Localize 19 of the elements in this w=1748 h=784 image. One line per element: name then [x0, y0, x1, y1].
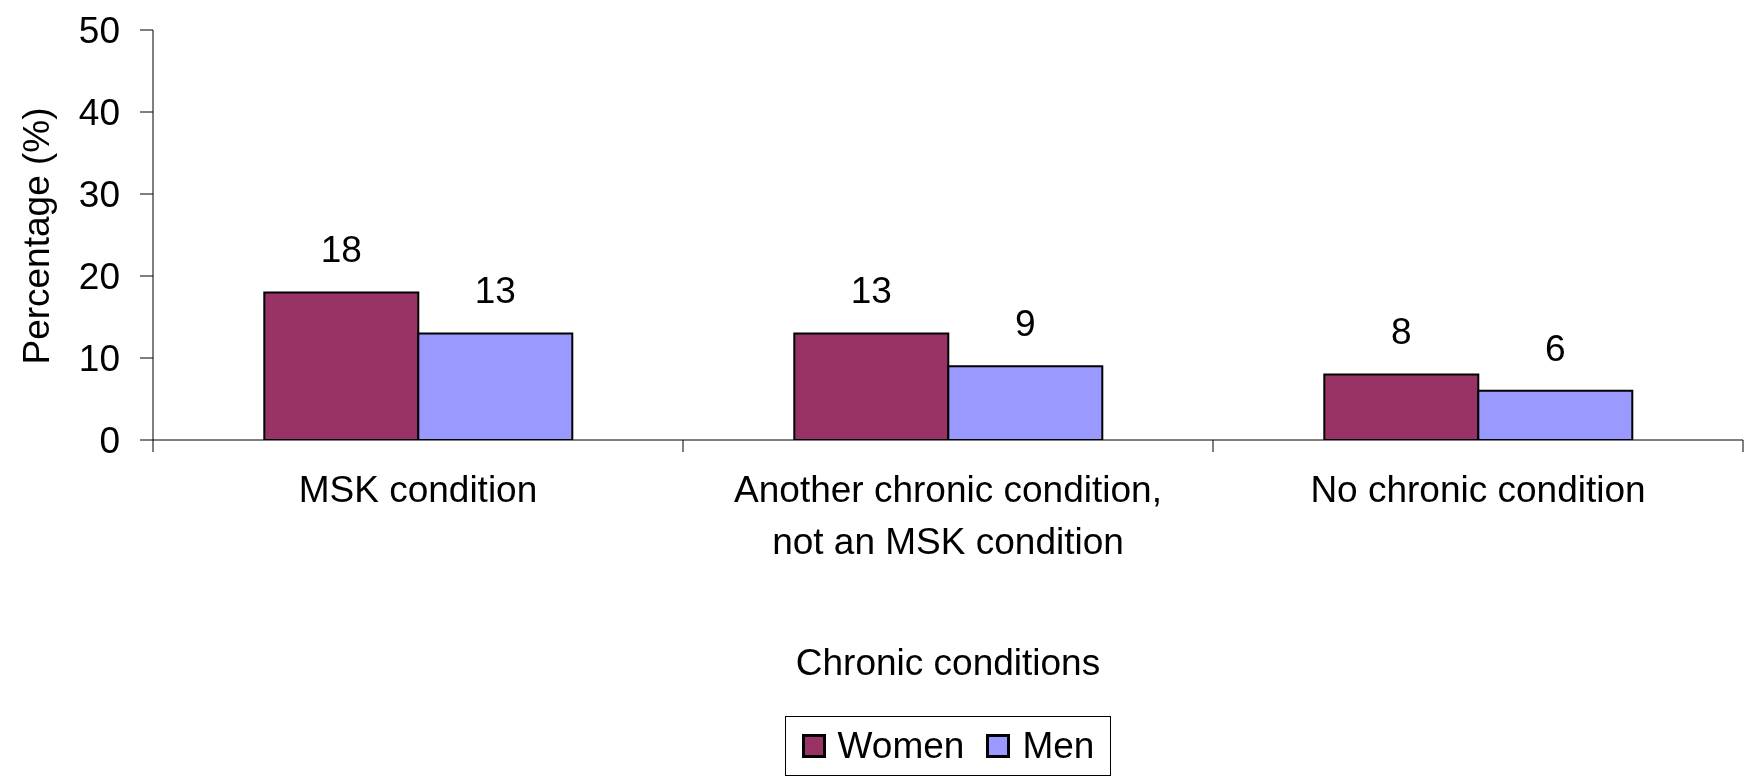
data-label: 18: [320, 229, 362, 271]
y-tick-label: 20: [78, 256, 120, 298]
x-tick-label: MSK condition: [298, 469, 538, 510]
data-label: 9: [1015, 303, 1036, 345]
y-tick-label: 10: [78, 338, 120, 380]
legend-label: Women: [837, 724, 965, 768]
y-tick-label: 50: [78, 10, 120, 52]
data-label: 8: [1391, 311, 1412, 353]
legend-label: Men: [1022, 724, 1095, 768]
y-tick-label: 0: [99, 420, 120, 462]
x-tick-label: No chronic condition: [1310, 469, 1646, 510]
x-tick-label: Another chronic condition, not an MSK condition: [734, 469, 1162, 562]
data-label: 13: [850, 270, 892, 312]
y-tick-label: 40: [78, 92, 120, 134]
data-label: 6: [1545, 327, 1566, 369]
y-tick-label: 30: [78, 174, 120, 216]
x-axis-title: Chronic conditions: [795, 641, 1101, 683]
data-label: 13: [474, 270, 516, 312]
y-axis-title: Percentage (%): [15, 107, 57, 365]
